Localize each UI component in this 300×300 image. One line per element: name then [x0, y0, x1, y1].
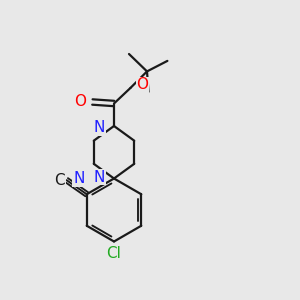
- Text: N: N: [94, 120, 105, 135]
- Text: C: C: [54, 173, 65, 188]
- Text: O: O: [74, 94, 86, 110]
- Text: Cl: Cl: [106, 246, 122, 261]
- Text: N: N: [94, 169, 105, 184]
- Text: N: N: [73, 171, 85, 186]
- Text: O: O: [136, 77, 148, 92]
